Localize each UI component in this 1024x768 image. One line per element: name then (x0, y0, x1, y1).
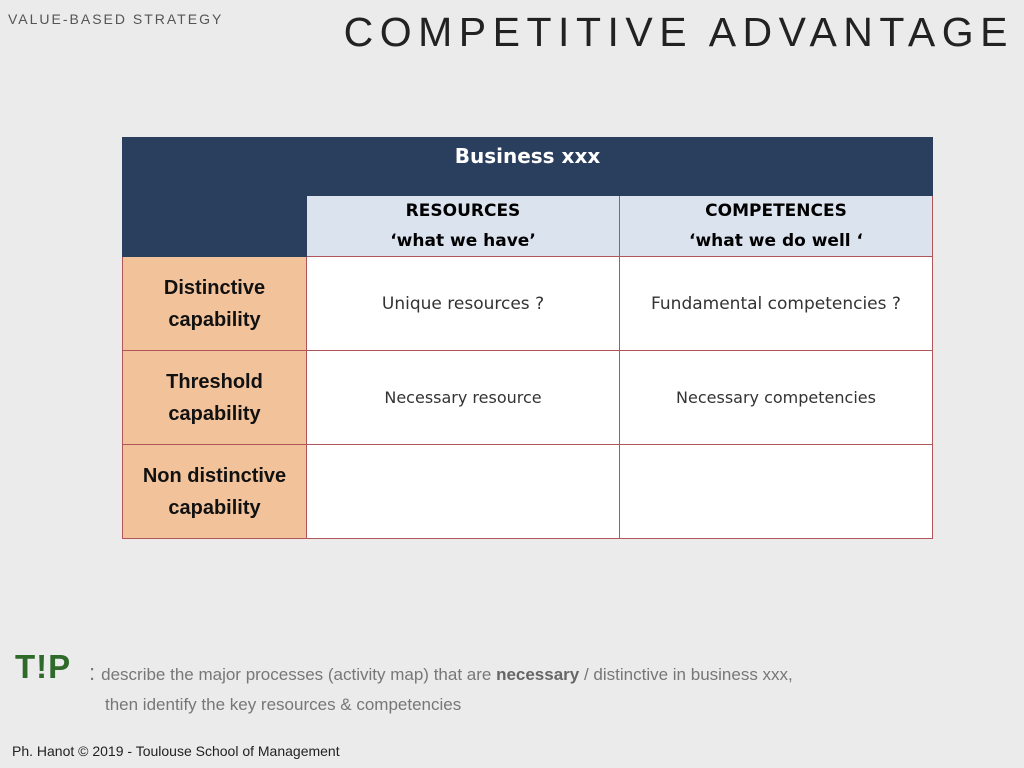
column-header-sublabel: ‘what we do well ‘ (689, 231, 863, 251)
column-header-label: COMPETENCES (705, 201, 847, 221)
column-header-competences: COMPETENCES ‘what we do well ‘ (619, 195, 933, 257)
matrix-corner (122, 195, 307, 257)
row-header-non-distinctive: Non distinctive capability (122, 444, 307, 539)
column-header-label: RESOURCES (405, 201, 521, 221)
matrix-column-header-row: RESOURCES ‘what we have’ COMPETENCES ‘wh… (122, 195, 933, 257)
tip-colon: : (89, 660, 96, 685)
row-header-label: Non distinctive (142, 464, 287, 487)
column-header-resources: RESOURCES ‘what we have’ (306, 195, 620, 257)
row-header-sublabel: capability (168, 402, 261, 425)
column-header-sublabel: ‘what we have’ (390, 231, 536, 251)
slide-title: COMPETITIVE ADVANTAGE (343, 9, 1014, 55)
tip-text: : describe the major processes (activity … (89, 658, 989, 720)
cell-necessary-competencies: Necessary competencies (619, 350, 933, 445)
cell-empty-competences (619, 444, 933, 539)
slide-kicker: VALUE-BASED STRATEGY (8, 11, 224, 27)
cell-fundamental-competencies: Fundamental competencies ? (619, 256, 933, 351)
cell-unique-resources: Unique resources ? (306, 256, 620, 351)
row-header-threshold: Threshold capability (122, 350, 307, 445)
footer-credit: Ph. Hanot © 2019 - Toulouse School of Ma… (12, 743, 340, 759)
matrix-row-distinctive: Distinctive capability Unique resources … (122, 256, 933, 351)
row-header-label: Distinctive (163, 276, 266, 299)
tip-text-before: describe the major processes (activity m… (101, 665, 497, 684)
matrix-title: Business xxx (122, 137, 933, 196)
tip-text-bold: necessary (496, 665, 580, 684)
tip-logo: T!P (15, 648, 72, 685)
matrix-title-row: Business xxx (122, 137, 933, 196)
capability-matrix: Business xxx RESOURCES ‘what we have’ CO… (122, 137, 933, 539)
tip-text-line2: then identify the key resources & compet… (105, 695, 462, 714)
tip-text-after: / distinctive in business xxx, (579, 665, 793, 684)
row-header-sublabel: capability (168, 496, 261, 519)
matrix-row-non-distinctive: Non distinctive capability (122, 444, 933, 539)
row-header-distinctive: Distinctive capability (122, 256, 307, 351)
row-header-label: Threshold (166, 370, 263, 393)
cell-empty-resources (306, 444, 620, 539)
cell-necessary-resource: Necessary resource (306, 350, 620, 445)
row-header-sublabel: capability (168, 308, 261, 331)
matrix-row-threshold: Threshold capability Necessary resource … (122, 350, 933, 445)
